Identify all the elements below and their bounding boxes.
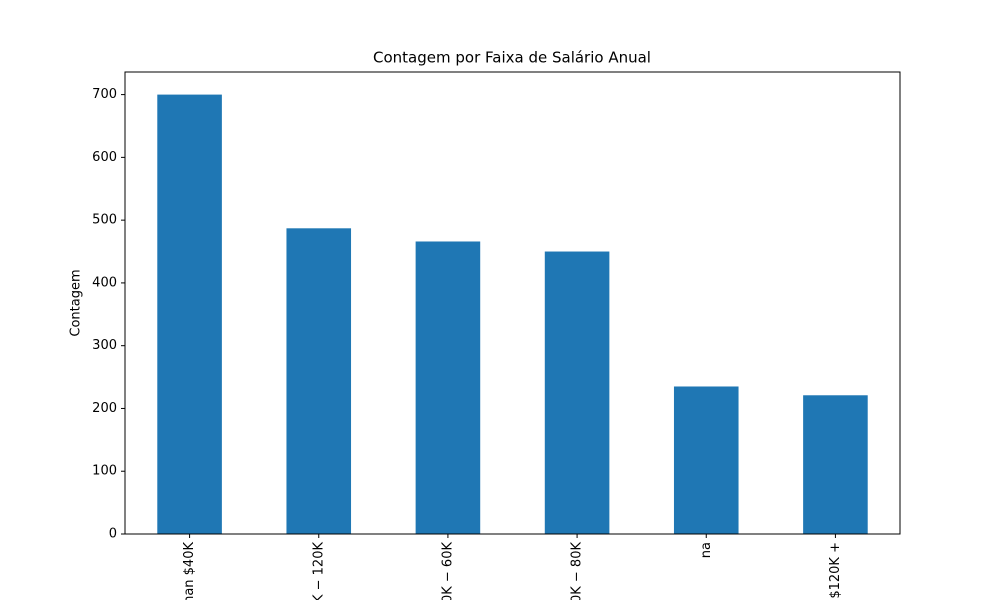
y-tick-label: 500 [92,213,117,228]
x-tick-label: Less than $40K [182,542,197,600]
x-tick-label: 40K − 60K [440,542,455,600]
y-tick-label: 700 [92,87,117,102]
bar [803,395,868,534]
y-tick-label: 100 [92,464,117,479]
chart-title: Contagem por Faixa de Salário Anual [373,49,651,67]
plot-frame [124,71,901,535]
y-tick-label: 600 [92,150,117,165]
y-axis-label: Contagem [69,269,84,336]
bar [286,228,352,534]
bar [157,94,222,534]
x-tick-label: na [699,542,714,558]
x-tick-label: $120K + [828,542,843,599]
bar [673,386,739,534]
y-tick-label: 400 [92,275,117,290]
bar [415,241,481,534]
y-tick-label: 0 [109,527,117,542]
y-tick-label: 300 [92,338,117,353]
x-tick-label: 60K − 80K [570,542,585,600]
bar [544,251,610,535]
x-tick-label: 80K − 120K [311,542,326,600]
y-tick-label: 200 [92,401,117,416]
